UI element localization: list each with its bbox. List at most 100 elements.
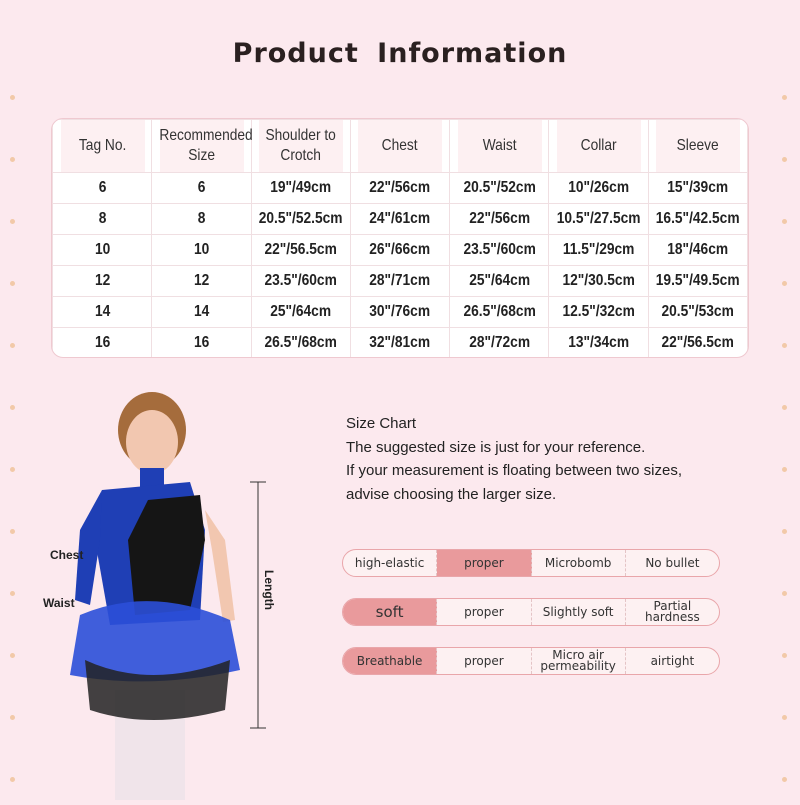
attribute-scale: Breathable proper Micro air permeability ai… [342,647,720,675]
table-cell: 30"/76cm [356,296,444,328]
dot [10,157,15,162]
table-cell: 14 [158,296,245,328]
table-cell: 18"/46cm [654,234,741,266]
table-cell: 23.5"/60cm [257,265,344,297]
chest-label: Chest [50,548,84,562]
decorative-dots-left [10,0,20,800]
table-cell: 25"/64cm [456,265,543,297]
table-cell: 16 [59,327,146,357]
table-cell: 20.5"/52cm [456,172,543,204]
table-cell: 26"/66cm [356,234,444,266]
attribute-option: high-elastic [343,550,438,576]
dot [10,715,15,720]
table-row: 14 14 25"/64cm 30"/76cm 26.5"/68cm 12.5"/32cm… [53,296,748,328]
column-header: Collar [555,119,642,173]
table-cell: 26.5"/68cm [456,296,543,328]
attribute-scale: soft proper Slightly soft Partial hardness [342,598,720,626]
attribute-option: proper [437,599,532,625]
dot [782,653,787,658]
table-cell: 14 [59,296,146,328]
column-header: Recommended Size [158,119,252,173]
table-cell: 13"/34cm [555,327,642,357]
decorative-dots-right [782,0,792,800]
table-cell: 11.5"/29cm [555,234,642,266]
page-title: Product Information [232,38,568,69]
column-header: Sleeve [654,119,741,173]
table-cell: 19.5"/49.5cm [654,265,741,297]
table-cell: 24"/61cm [356,203,444,235]
dot [10,281,15,286]
note-line: advise choosing the larger size. [346,485,557,503]
dot [782,777,787,782]
table-cell: 10 [158,234,245,266]
column-header: Waist [456,119,543,173]
attribute-option: No bullet [645,555,700,570]
dot [782,95,787,100]
dot [782,219,787,224]
table-cell: 19"/49cm [257,172,344,204]
column-header: Shoulder to Crotch [257,119,344,173]
attribute-option: Slightly soft [532,599,626,625]
table-cell: 22"/56.5cm [654,327,741,357]
table-cell: 16 [158,327,245,357]
dot [782,405,787,410]
table-cell: 12.5"/32cm [555,296,642,328]
dot [10,343,15,348]
table-cell: 28"/72cm [456,327,543,357]
table-row: 8 8 20.5"/52.5cm 24"/61cm 22"/56cm 10.5"/27.5… [53,203,748,235]
table-cell: 22"/56.5cm [257,234,344,266]
dot [10,653,15,658]
size-chart-note: Size Chart The suggested size is just fo… [346,412,682,506]
model-photo: Chest Waist Length [40,390,280,805]
table-cell: 10.5"/27.5cm [555,203,642,235]
table-cell: 22"/56cm [456,203,543,235]
dot [10,467,15,472]
table-cell: 20.5"/52.5cm [257,203,344,235]
attribute-option: Partial hardness [644,599,700,624]
table-cell: 26.5"/68cm [257,327,344,357]
dot [10,405,15,410]
table-cell: 22"/56cm [356,172,444,204]
table-cell: 8 [158,203,245,235]
attribute-option: Micro air permeability [532,648,626,674]
table-cell: 15"/39cm [654,172,741,204]
table-row: 6 6 19"/49cm 22"/56cm 20.5"/52cm 10"/26cm 15"/… [53,172,748,204]
dot [782,467,787,472]
note-line: If your measurement is floating between … [346,462,682,479]
table-cell: 6 [59,172,146,204]
note-heading: Size Chart [346,415,417,432]
length-label: Length [262,570,276,610]
table-cell: 16.5"/42.5cm [654,203,741,235]
table-cell: 12 [158,265,245,297]
dot [782,591,787,596]
waist-label: Waist [43,596,75,610]
size-table: Tag No. Recommended Size Shoulder to Crotc… [51,118,749,358]
table-row: 10 10 22"/56.5cm 26"/66cm 23.5"/60cm 11.5"/29… [53,234,748,266]
table-cell: 10"/26cm [555,172,642,204]
table-cell: 23.5"/60cm [456,234,543,266]
dot [10,95,15,100]
note-line: The suggested size is just for your refe… [346,438,646,456]
attribute-option: Microbomb [532,550,626,576]
dot [10,529,15,534]
attribute-option: airtight [650,653,695,668]
table-cell: 12 [59,265,146,297]
attribute-scale: high-elastic proper Microbomb No bullet [342,549,720,577]
dot [782,343,787,348]
table-cell: 10 [59,234,146,266]
attribute-option-selected: soft [343,599,438,625]
table-cell: 28"/71cm [356,265,444,297]
table-row: 12 12 23.5"/60cm 28"/71cm 25"/64cm 12"/30.5cm… [53,265,748,297]
table-cell: 20.5"/53cm [654,296,741,328]
dot [782,715,787,720]
dot [10,777,15,782]
table-cell: 12"/30.5cm [555,265,642,297]
attribute-option-selected: Breathable [343,648,438,674]
dot [782,529,787,534]
dot [10,591,15,596]
dot [10,219,15,224]
attribute-option: proper [437,648,532,674]
table-row: 16 16 26.5"/68cm 32"/81cm 28"/72cm 13"/34cm 22… [53,327,748,357]
column-header: Tag No. [59,119,146,173]
table-cell: 8 [59,203,146,235]
